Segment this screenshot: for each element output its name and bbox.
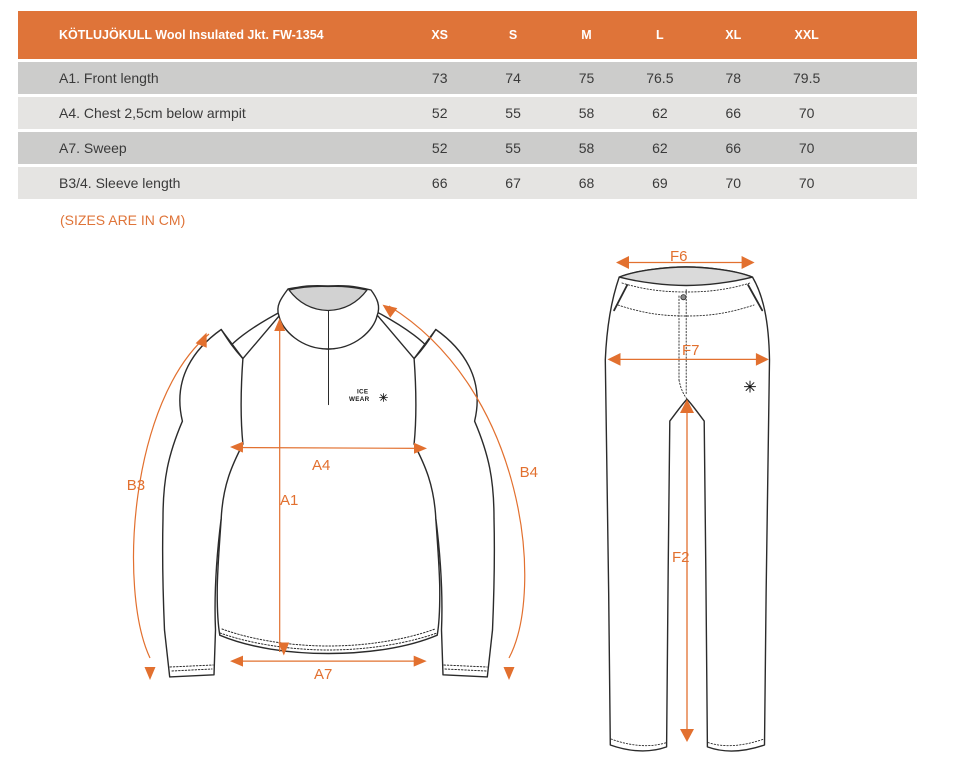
svg-text:WEAR: WEAR: [349, 396, 370, 403]
svg-text:B4: B4: [520, 464, 538, 481]
svg-text:A7: A7: [314, 666, 332, 683]
svg-text:A1: A1: [280, 492, 298, 509]
svg-text:F6: F6: [670, 250, 688, 265]
svg-text:ICE: ICE: [357, 389, 368, 396]
svg-text:B3: B3: [127, 477, 145, 494]
svg-text:F7: F7: [682, 342, 700, 359]
svg-text:A4: A4: [312, 457, 330, 474]
svg-text:F2: F2: [672, 549, 690, 566]
